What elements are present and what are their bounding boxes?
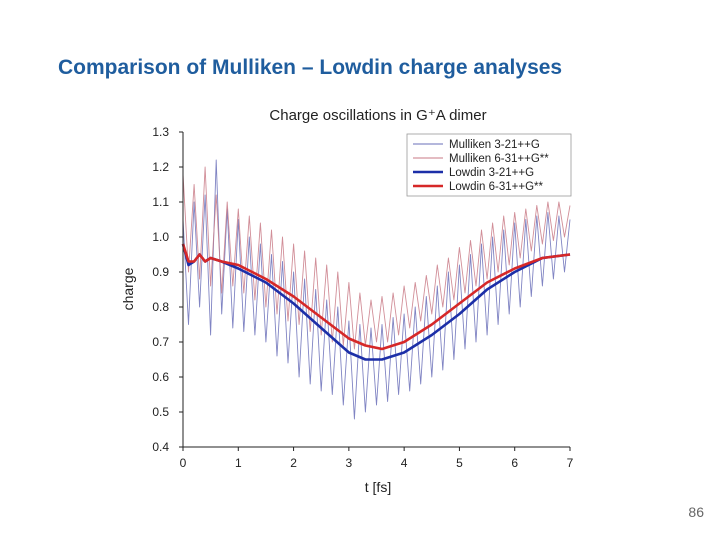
x-tick-label: 3: [346, 456, 353, 470]
x-tick-label: 4: [401, 456, 408, 470]
legend-label-2: Mulliken 6-31++G**: [449, 153, 549, 165]
y-axis-label: charge: [120, 267, 136, 310]
y-tick-label: 1.1: [152, 195, 169, 209]
y-tick-label: 0.5: [152, 405, 169, 419]
legend: Mulliken 3-21++G Mulliken 6-31++G** Lowdin…: [406, 133, 572, 197]
x-tick-label: 5: [456, 456, 463, 470]
y-tick-label: 0.7: [152, 335, 169, 349]
series-line-4: [181, 243, 571, 351]
series-line-1: [182, 159, 571, 420]
y-tick-label: 1.3: [152, 125, 169, 139]
y-tick-label: 1.2: [152, 160, 169, 174]
chart-title: Charge oscillations in G⁺A dimer: [269, 107, 486, 124]
x-tick-label: 2: [290, 456, 297, 470]
plot-area: [181, 159, 571, 420]
page-number: 86: [688, 504, 704, 520]
x-tick-label: 6: [511, 456, 518, 470]
y-tick-label: 0.9: [152, 265, 169, 279]
series-line-2: [182, 166, 571, 350]
y-tick-label: 0.6: [152, 370, 169, 384]
legend-label-1: Mulliken 3-21++G: [449, 139, 540, 151]
x-tick-label: 1: [235, 456, 242, 470]
y-tick-label: 1.0: [152, 230, 169, 244]
axes: 0 1 2 3 4 5 6 7 0.4 0.5 0.6 0.7 0.8 0.9 1.0 1.1 1.2 1.3: [152, 125, 573, 470]
slide-title: Comparison of Mulliken – Lowdin charge a…: [58, 56, 563, 79]
x-axis-label: t [fs]: [365, 479, 391, 495]
x-tick-label: 0: [180, 456, 187, 470]
y-tick-label: 0.8: [152, 300, 169, 314]
x-tick-label: 7: [567, 456, 574, 470]
legend-label-4: Lowdin 6-31++G**: [449, 181, 544, 193]
legend-label-3: Lowdin 3-21++G: [449, 167, 534, 179]
y-tick-label: 0.4: [152, 440, 169, 454]
